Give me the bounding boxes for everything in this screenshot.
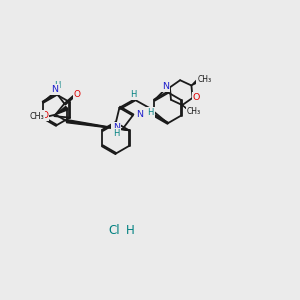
Text: N: N bbox=[112, 123, 120, 132]
Text: CH₃: CH₃ bbox=[187, 107, 201, 116]
Text: O: O bbox=[41, 111, 48, 120]
Text: H: H bbox=[113, 129, 120, 138]
Text: N: N bbox=[51, 85, 58, 94]
Text: H: H bbox=[130, 90, 137, 99]
Polygon shape bbox=[67, 120, 129, 130]
Text: Cl: Cl bbox=[109, 224, 120, 237]
Polygon shape bbox=[56, 106, 68, 115]
Polygon shape bbox=[191, 79, 200, 86]
Text: H: H bbox=[147, 108, 154, 117]
Text: CH₃: CH₃ bbox=[29, 112, 44, 121]
Text: O: O bbox=[193, 93, 200, 102]
Text: O: O bbox=[74, 90, 81, 99]
Text: H: H bbox=[54, 81, 60, 90]
Text: CH₃: CH₃ bbox=[197, 75, 211, 84]
Text: N: N bbox=[162, 82, 169, 91]
Text: H: H bbox=[126, 224, 135, 237]
Text: N: N bbox=[136, 110, 143, 118]
